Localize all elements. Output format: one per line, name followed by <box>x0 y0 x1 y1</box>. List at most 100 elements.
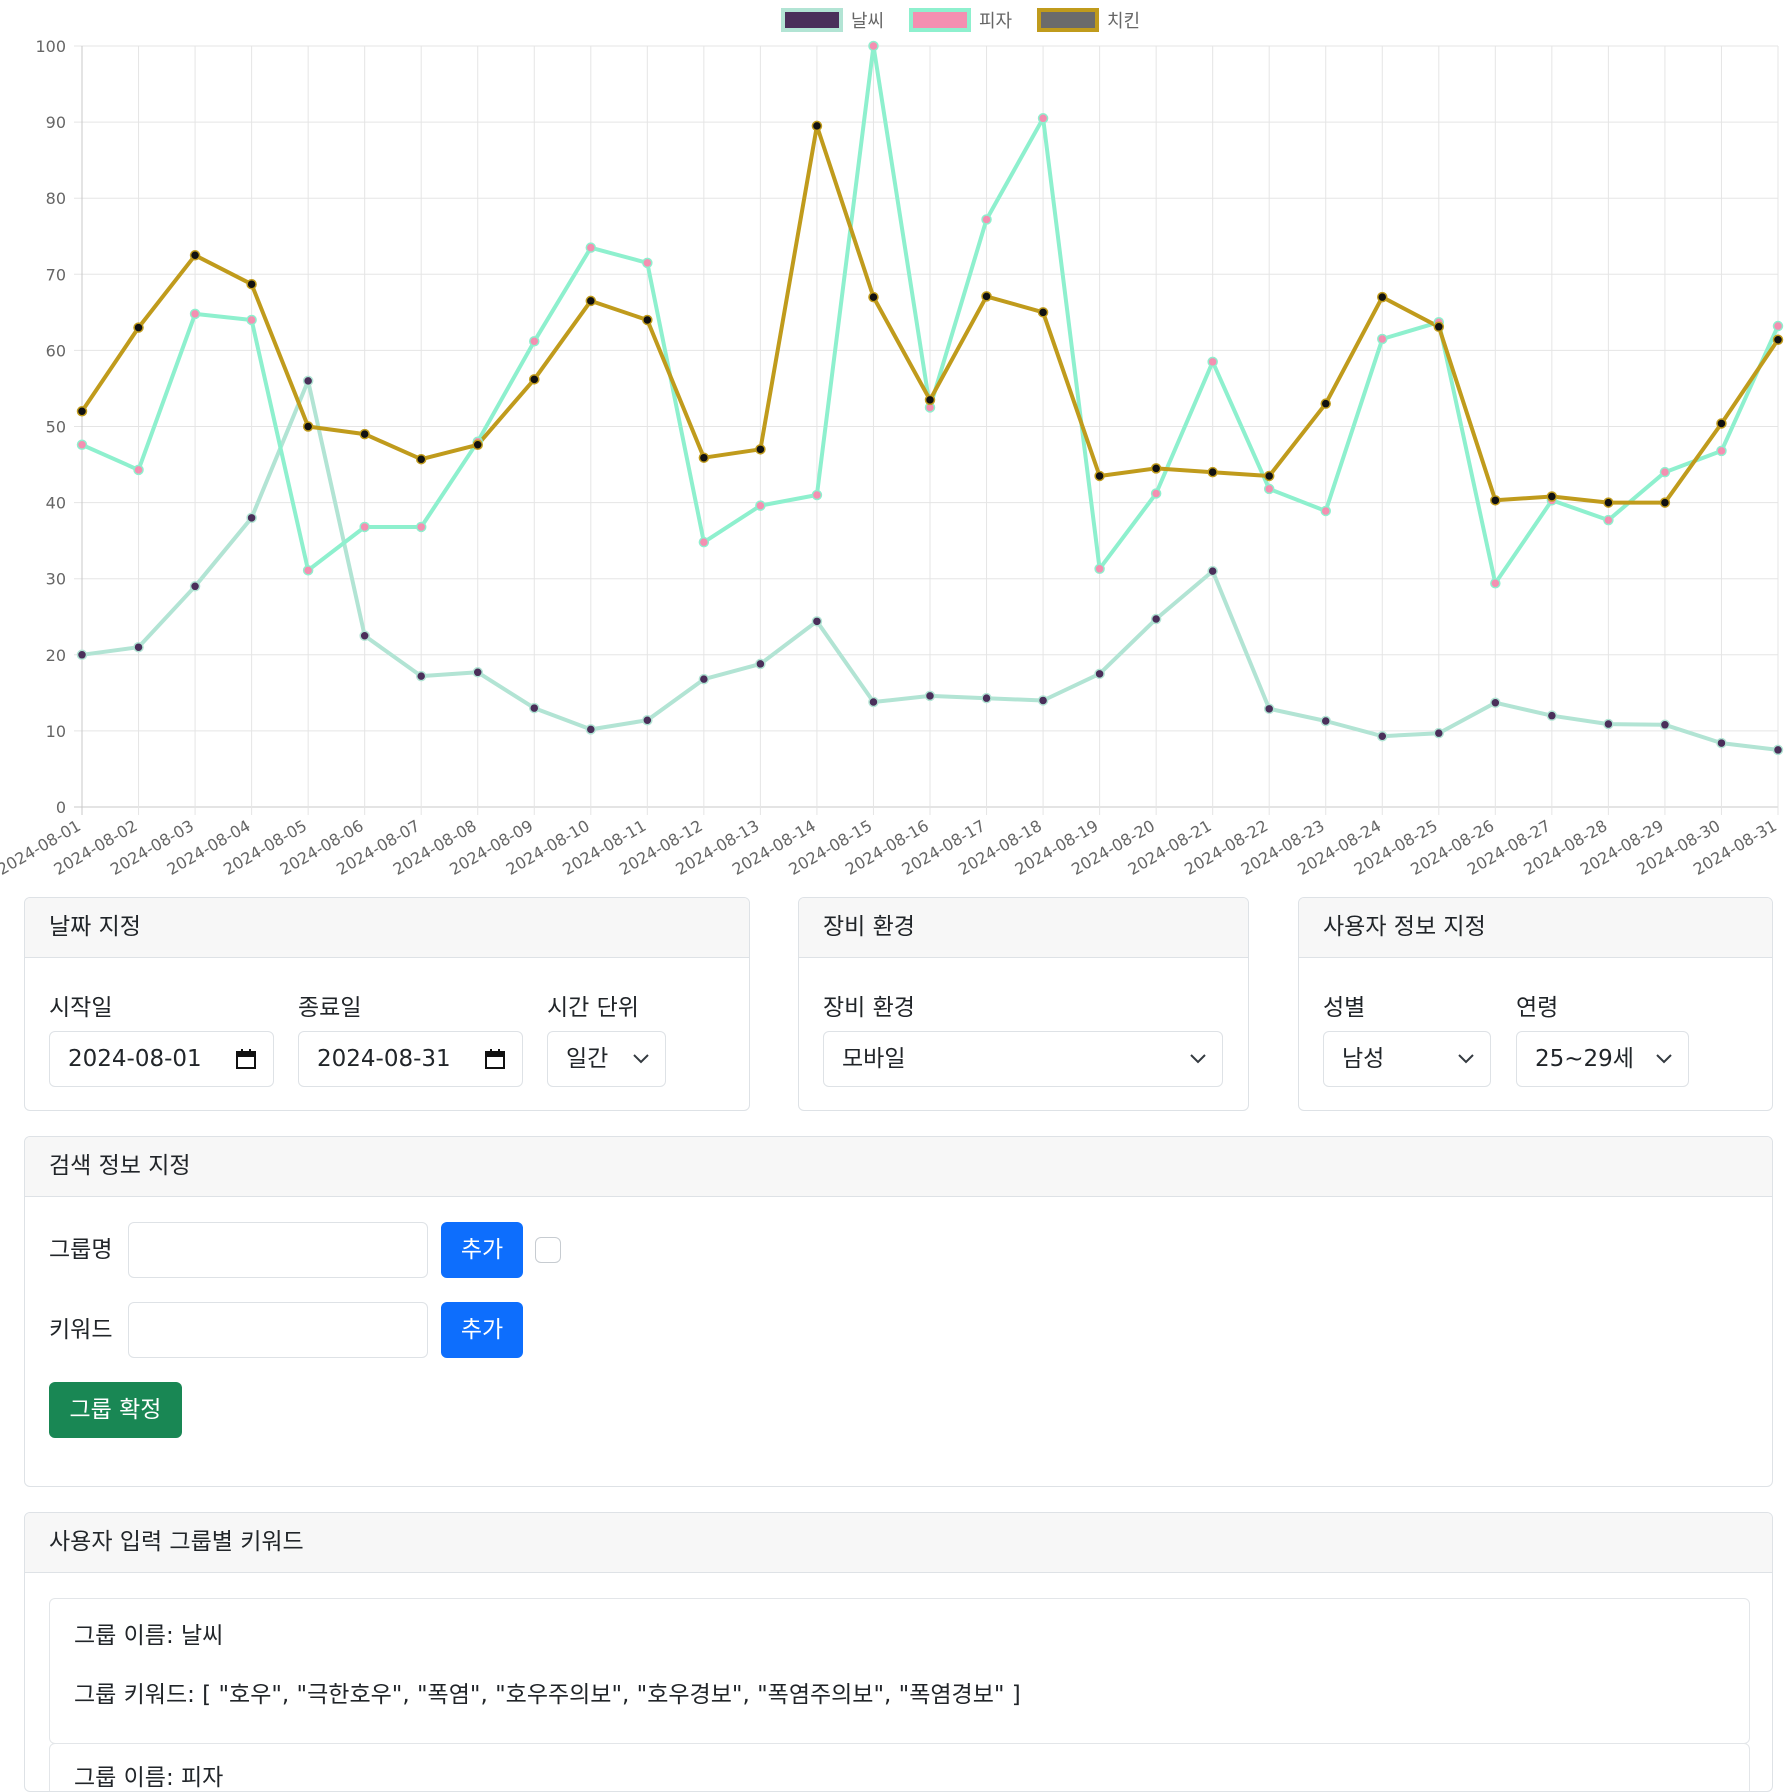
series-point-1 <box>76 439 88 451</box>
series-point-2 <box>529 374 540 385</box>
series-point-2 <box>1150 463 1162 474</box>
series-point-2 <box>1433 321 1445 333</box>
start-date-input[interactable]: 2024-08-01 <box>49 1031 274 1087</box>
keyword-label: 키워드 <box>49 1317 113 1343</box>
end-date-input[interactable]: 2024-08-31 <box>298 1031 523 1087</box>
legend-label-2[interactable]: 치킨 <box>1107 11 1140 32</box>
chevron-down-icon <box>1458 1032 1474 1086</box>
series-point-0 <box>189 581 201 592</box>
end-date-value: 2024-08-31 <box>317 1046 451 1072</box>
chevron-down-icon <box>633 1032 649 1086</box>
group-checkbox[interactable] <box>535 1237 561 1263</box>
series-point-1 <box>1320 505 1331 517</box>
series-point-0 <box>529 702 540 714</box>
device-label: 장비 환경 <box>823 995 915 1021</box>
series-point-0 <box>755 658 766 670</box>
series-point-1 <box>868 40 879 52</box>
series-point-0 <box>246 512 257 524</box>
series-point-1 <box>1377 333 1388 345</box>
series-point-2 <box>1320 398 1331 409</box>
group-name-label: 그룹명 <box>49 1237 113 1263</box>
legend-label-0[interactable]: 날씨 <box>851 11 884 32</box>
device-select[interactable]: 모바일 <box>823 1031 1223 1087</box>
keyword-input[interactable] <box>128 1302 428 1358</box>
date-settings-card: 날짜 지정 시작일 2024-08-01 종료일 2024-08-31 시간 단… <box>24 897 750 1111</box>
series-point-1 <box>133 464 144 476</box>
chart-grid <box>74 45 1779 815</box>
series-point-1 <box>1716 445 1727 457</box>
gender-value: 남성 <box>1342 1046 1385 1072</box>
series-point-2 <box>1037 307 1049 318</box>
series-point-0 <box>1094 668 1105 680</box>
legend-label-1[interactable]: 피자 <box>979 11 1013 32</box>
series-point-0 <box>868 696 879 708</box>
add-keyword-button[interactable]: 추가 <box>441 1302 523 1358</box>
y-tick-label: 0 <box>56 798 66 817</box>
legend-swatch-2[interactable] <box>1037 8 1099 32</box>
time-unit-select[interactable]: 일간 <box>547 1031 666 1087</box>
chevron-down-icon <box>1190 1032 1206 1086</box>
series-point-2 <box>415 453 427 465</box>
series-point-2 <box>1207 466 1218 478</box>
chevron-down-icon <box>1656 1032 1672 1086</box>
series-point-1 <box>415 521 427 533</box>
series-point-2 <box>811 120 823 132</box>
time-unit-label: 시간 단위 <box>547 995 639 1021</box>
time-unit-value: 일간 <box>566 1046 609 1072</box>
series-point-2 <box>1546 491 1558 502</box>
series-point-2 <box>472 439 483 451</box>
series-point-2 <box>755 444 766 455</box>
legend-swatch-0[interactable] <box>781 8 843 32</box>
start-date-label: 시작일 <box>49 995 113 1021</box>
series-point-1 <box>1772 320 1784 332</box>
series-point-2 <box>1772 334 1784 345</box>
group-item: 그룹 이름: 날씨 그룹 키워드: [ "호우", "극한호우", "폭염", … <box>49 1598 1750 1744</box>
series-point-2 <box>1490 495 1501 506</box>
series-point-0 <box>1716 737 1727 749</box>
gender-select[interactable]: 남성 <box>1323 1031 1491 1087</box>
series-point-0 <box>1546 710 1558 721</box>
trend-line-chart: 날씨 피자 치킨 0 10 20 30 40 50 60 70 80 90 100 2024-08-01… <box>0 8 1784 879</box>
series-point-0 <box>1603 718 1614 730</box>
add-group-button[interactable]: 추가 <box>441 1222 523 1278</box>
series-point-0 <box>415 670 427 682</box>
confirm-group-button[interactable]: 그룹 확정 <box>49 1382 182 1438</box>
series-point-0 <box>585 724 597 735</box>
age-label: 연령 <box>1516 995 1559 1021</box>
series-point-2 <box>189 250 201 261</box>
series-point-2 <box>924 394 936 406</box>
y-tick-label: 100 <box>35 37 66 56</box>
series-point-2 <box>1377 291 1388 303</box>
age-value: 25~29세 <box>1535 1046 1634 1072</box>
series-point-0 <box>302 375 314 387</box>
series-point-0 <box>472 667 483 678</box>
series-point-1 <box>811 489 823 501</box>
calendar-icon[interactable] <box>484 1032 506 1086</box>
y-tick-label: 40 <box>46 494 66 513</box>
y-tick-label: 10 <box>46 722 66 741</box>
series-point-2 <box>1094 470 1105 482</box>
age-select[interactable]: 25~29세 <box>1516 1031 1689 1087</box>
series-point-0 <box>76 649 88 661</box>
series-point-1 <box>755 500 766 511</box>
calendar-icon[interactable] <box>235 1032 257 1086</box>
series-point-1 <box>698 536 710 548</box>
series-point-2 <box>981 291 992 302</box>
legend-swatch-1[interactable] <box>909 8 971 32</box>
series-point-0 <box>1433 727 1445 739</box>
series-point-1 <box>585 242 597 253</box>
group-keywords-text: 그룹 키워드: [ "호우", "극한호우", "폭염", "호우주의보", "… <box>74 1682 1021 1708</box>
series-point-2 <box>1716 418 1727 429</box>
series-point-2 <box>698 452 710 463</box>
chart-legend[interactable]: 날씨 피자 치킨 <box>781 8 1140 32</box>
group-name-input[interactable] <box>128 1222 428 1278</box>
chart-series <box>76 40 1784 756</box>
device-value: 모바일 <box>842 1046 906 1072</box>
search-settings-title: 검색 정보 지정 <box>25 1137 1772 1197</box>
y-tick-label: 60 <box>46 341 66 360</box>
series-point-0 <box>1037 695 1049 706</box>
series-point-2 <box>1659 497 1671 508</box>
y-tick-label: 90 <box>46 113 66 132</box>
series-point-0 <box>359 630 370 642</box>
group-name-text: 그룹 이름: 피자 <box>74 1765 224 1791</box>
